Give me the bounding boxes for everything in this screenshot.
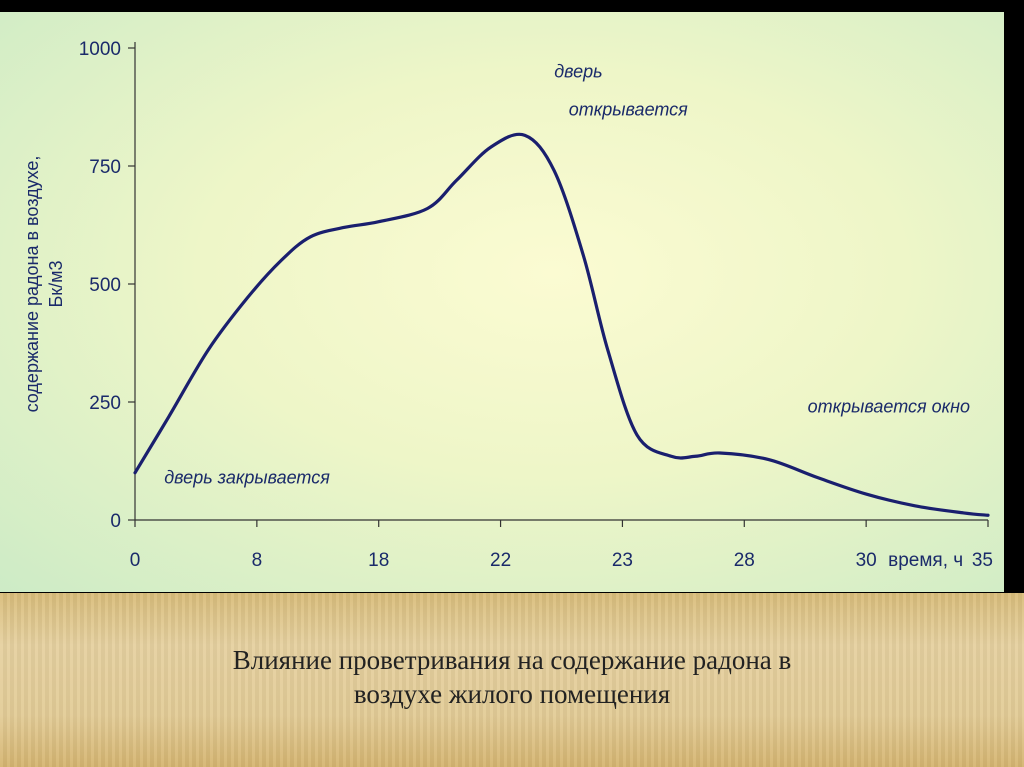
caption-panel: Влияние проветривания на содержание радо… [0, 593, 1024, 767]
x-tick-label: 35 [972, 550, 993, 571]
x-tick-label: 22 [490, 550, 511, 571]
x-axis-title: время, ч [888, 550, 963, 571]
y-tick-label: 500 [89, 275, 121, 296]
y-axis-title-line: Бк/м3 [46, 260, 66, 307]
y-tick-label: 0 [110, 511, 121, 532]
tick-labels: 0 250 500 750 1000 0 8 18 22 23 28 30 35 время, ч [79, 39, 993, 571]
caption-line-2: воздухе жилого помещения [353, 679, 671, 709]
y-tick-label: 1000 [79, 39, 121, 60]
slide-caption: Влияние проветривания на содержание радо… [0, 643, 1024, 711]
x-tick-label: 8 [252, 550, 263, 571]
y-tick-label: 750 [89, 157, 121, 178]
x-tick-label: 30 [856, 550, 877, 571]
radon-line-chart: 0 250 500 750 1000 0 8 18 22 23 28 30 35 время, ч две… [22, 39, 993, 571]
y-tick-label: 250 [89, 393, 121, 414]
annotation-label: дверь [554, 62, 602, 82]
series-layer [133, 132, 990, 517]
axes [134, 42, 988, 521]
chart-panel: 0 250 500 750 1000 0 8 18 22 23 28 30 35 время, ч две… [0, 12, 1004, 592]
ticks [128, 47, 989, 527]
x-tick-label: 23 [612, 550, 633, 571]
annotations: дверь закрывается дверь открывается открыва… [164, 62, 970, 488]
annotation-label: открывается [569, 99, 688, 119]
y-axis-title-line: содержание радона в воздухе, [22, 156, 42, 413]
radon-series-line [133, 132, 990, 517]
y-axis-title: содержание радона в воздухе, Бк/м3 [22, 156, 66, 413]
y-axis-title-group: содержание радона в воздухе, Бк/м3 [22, 156, 66, 413]
annotation-label: дверь закрывается [164, 468, 330, 488]
x-tick-label: 18 [368, 550, 389, 571]
x-tick-label: 0 [130, 550, 141, 571]
annotation-label: открывается окно [808, 397, 970, 417]
caption-line-1: Влияние проветривания на содержание радо… [232, 645, 792, 675]
x-tick-label: 28 [734, 550, 755, 571]
